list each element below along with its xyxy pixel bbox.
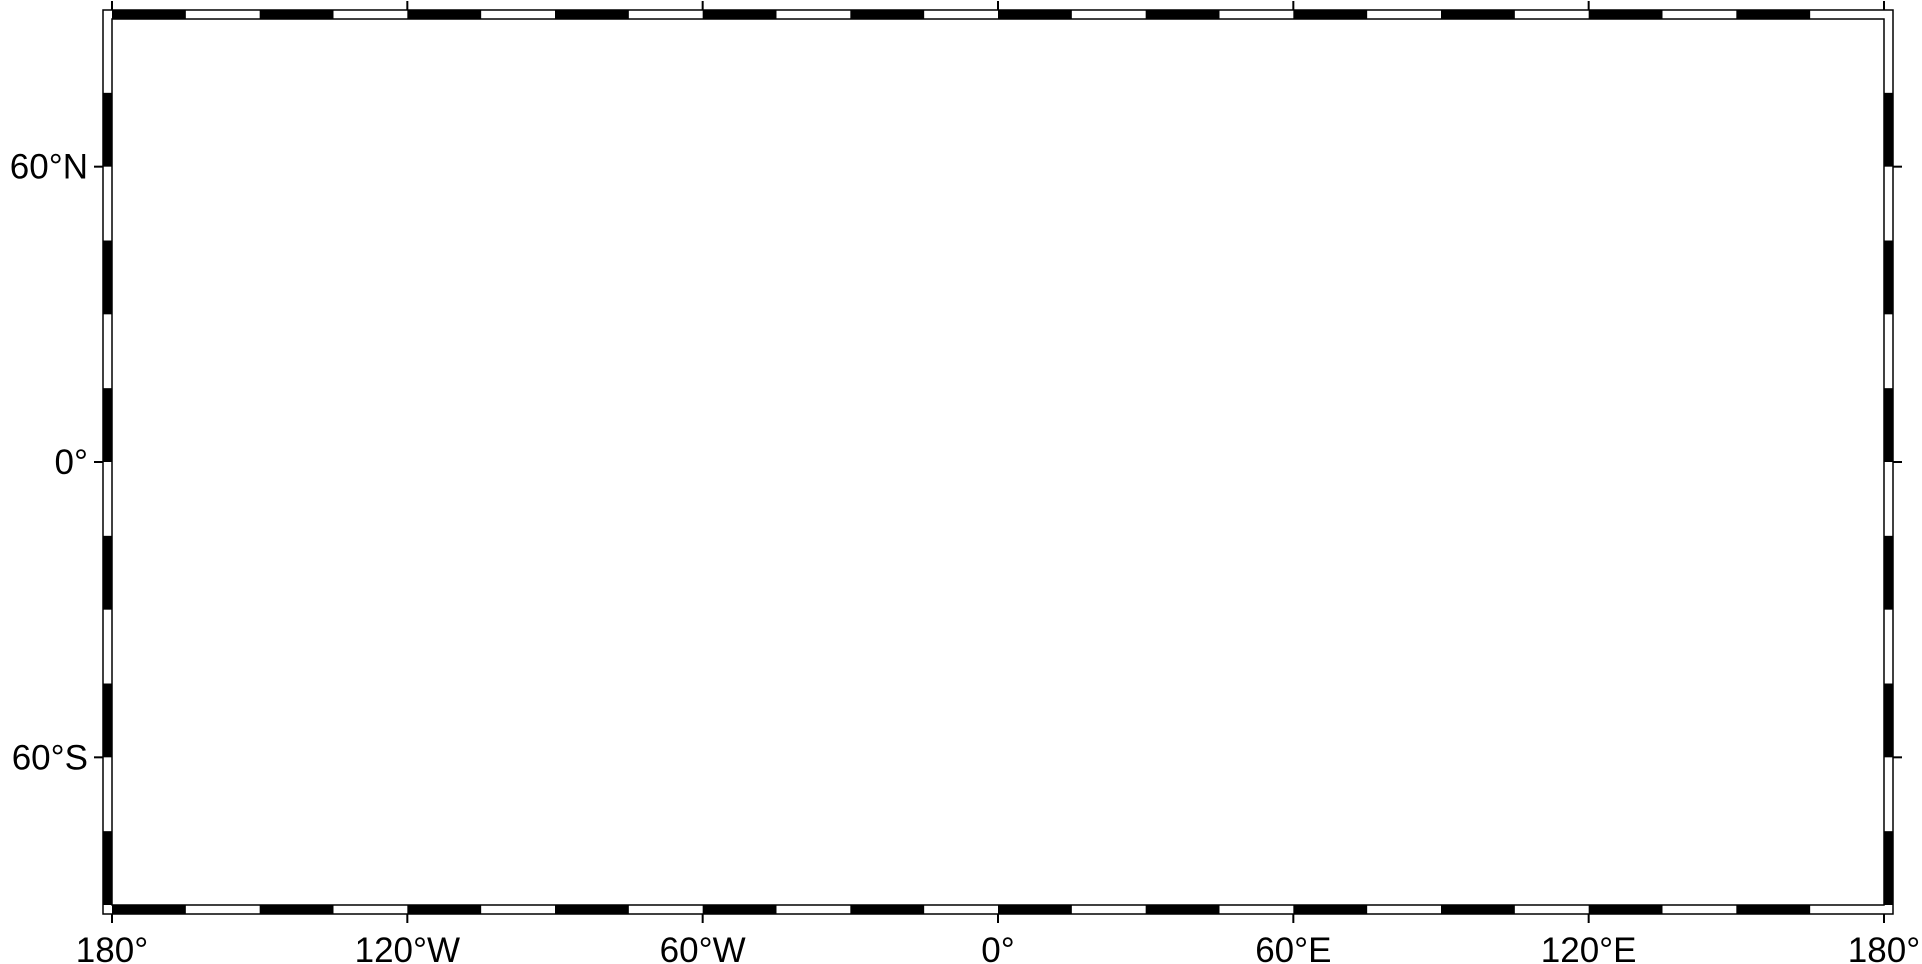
lon-tick-label: 0°: [981, 931, 1014, 964]
frame-checker-bottom: [1145, 905, 1220, 914]
lon-tick-label: 60°E: [1255, 931, 1331, 964]
frame-checker-left: [103, 92, 112, 167]
frame-checker-right: [1884, 535, 1893, 610]
frame-checker-top: [555, 10, 629, 19]
frame-checker-top: [112, 10, 186, 19]
frame-checker-top: [850, 10, 925, 19]
frame-checker-bottom: [1293, 905, 1368, 914]
frame-checker-left: [103, 535, 112, 610]
frame-checker-right: [1884, 240, 1893, 315]
frame-checker-top: [1441, 10, 1515, 19]
lat-tick-label: 0°: [55, 443, 88, 482]
frame-checker-right: [1884, 92, 1893, 167]
frame-checker-top: [1736, 10, 1811, 19]
frame-checker-bottom: [1441, 905, 1515, 914]
frame-checker-right: [1884, 831, 1893, 905]
frame-checker-bottom: [702, 905, 777, 914]
frame-checker-top: [407, 10, 482, 19]
map-border: [102, 9, 1894, 915]
frame-checker-top: [1588, 10, 1663, 19]
frame-checker-top: [998, 10, 1072, 19]
frame-checker-left: [103, 240, 112, 315]
frame-checker-top: [259, 10, 334, 19]
frame-checker-top: [1145, 10, 1220, 19]
tick-labels: 180° 120°W 60°W 0° 60°E 120°E 180° 60°N 0° 60°S: [10, 148, 1920, 964]
frame-checker-left: [103, 831, 112, 905]
lat-tick-label: 60°N: [10, 148, 88, 187]
tick-marks: [94, 1, 1902, 923]
frame-checker-left: [103, 683, 112, 758]
frame-checker-right: [1884, 683, 1893, 758]
lon-tick-label: 180°: [1848, 931, 1920, 964]
lon-tick-label: 180°: [76, 931, 148, 964]
frame-checker-top: [702, 10, 777, 19]
frame-checker-top: [1293, 10, 1368, 19]
frame-checker-bottom: [850, 905, 925, 914]
lat-tick-label: 60°S: [12, 738, 88, 777]
frame-checker-bottom: [555, 905, 629, 914]
frame-checker-bottom: [259, 905, 334, 914]
lon-tick-label: 120°E: [1541, 931, 1637, 964]
frame-checker-bottom: [998, 905, 1072, 914]
frame-checker-right: [1884, 388, 1893, 462]
frame-checker-left: [103, 388, 112, 462]
frame-checker-bottom: [112, 905, 186, 914]
frame-checker-bottom: [407, 905, 482, 914]
lon-tick-label: 60°W: [660, 931, 746, 964]
lon-tick-label: 120°W: [355, 931, 460, 964]
frame-checker-bottom: [1588, 905, 1663, 914]
frame-inner-outline: [111, 18, 1885, 906]
frame-checker-bottom: [1736, 905, 1811, 914]
